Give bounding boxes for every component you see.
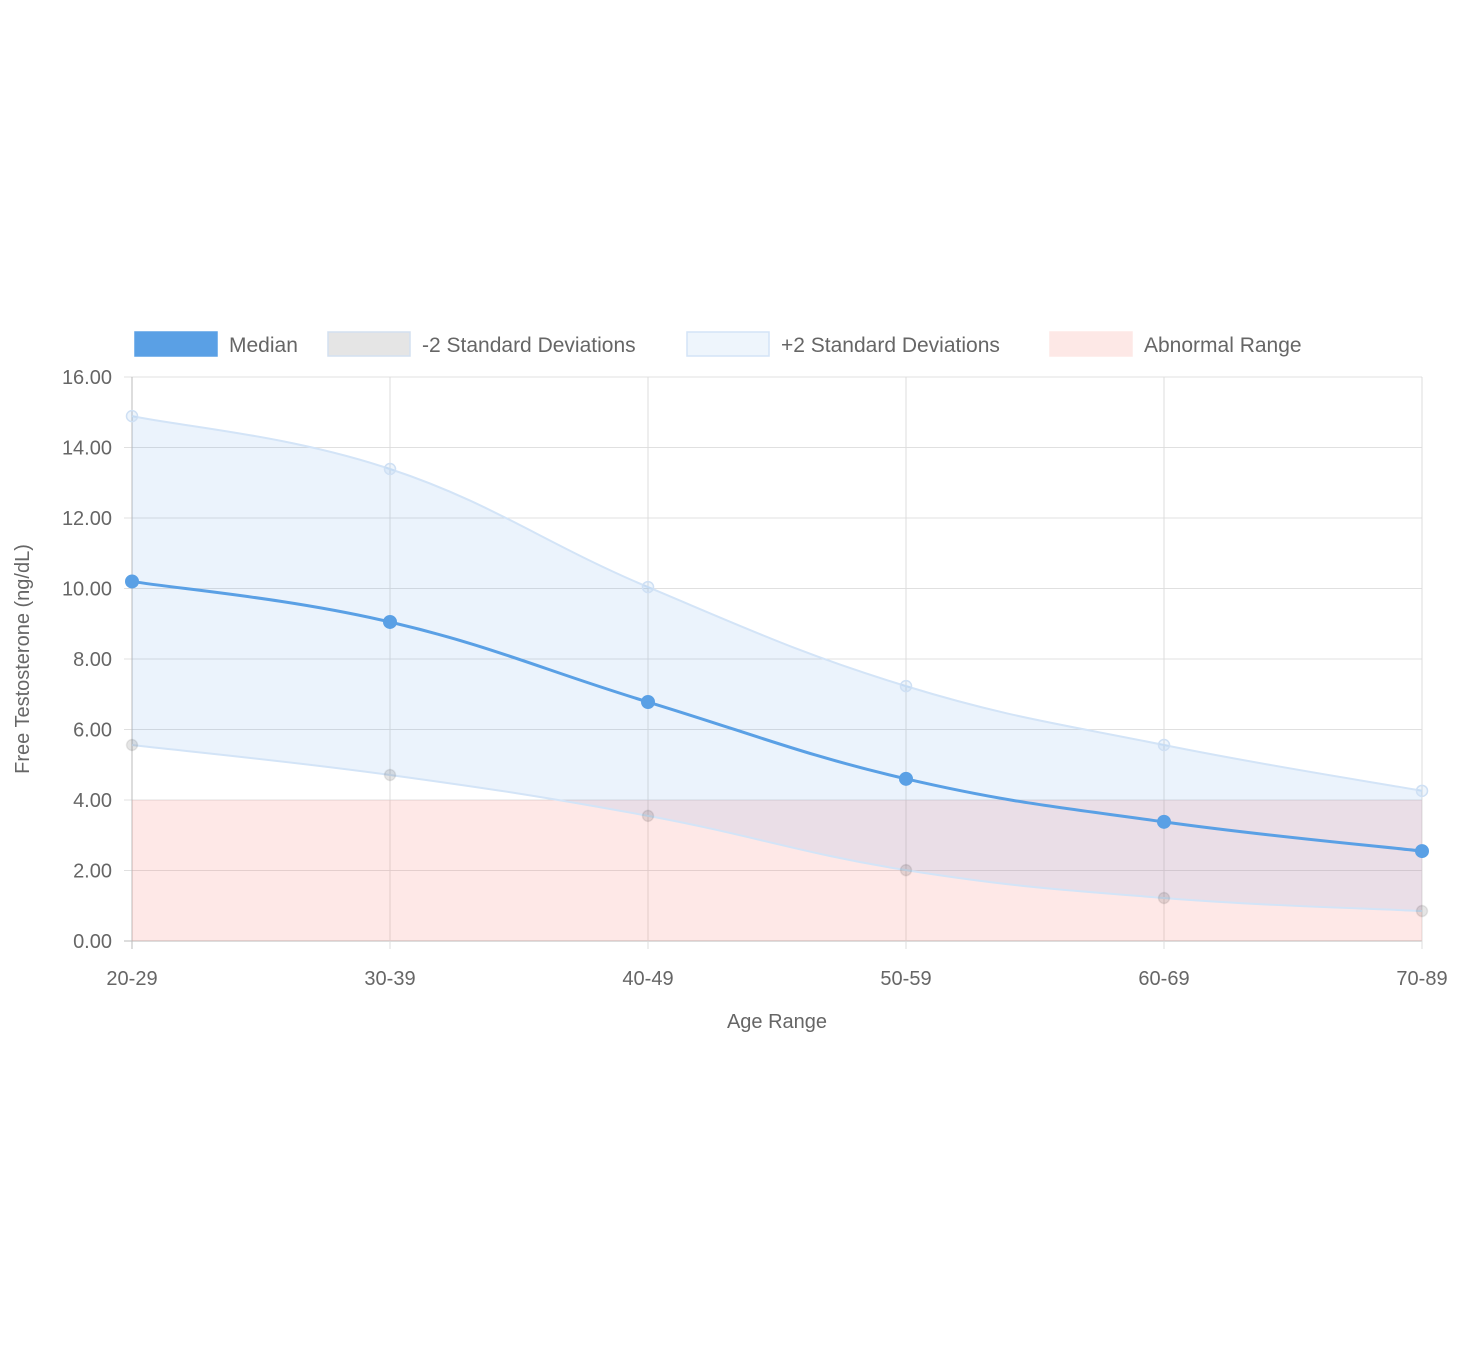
plus-2sd-point bbox=[899, 679, 913, 693]
y-axis-label: Free Testosterone (ng/dL) bbox=[12, 544, 34, 774]
median-point bbox=[1415, 844, 1429, 859]
x-tick-label: 50-59 bbox=[880, 968, 931, 990]
y-tick-label: 12.00 bbox=[62, 508, 112, 530]
plus-2sd-line bbox=[131, 415, 1423, 792]
y-tick-label: 8.00 bbox=[73, 649, 112, 671]
plus-2sd-point bbox=[1415, 784, 1429, 798]
fills bbox=[132, 416, 1422, 941]
minus-2sd-point bbox=[1415, 904, 1429, 918]
legend-label[interactable]: -2 Standard Deviations bbox=[422, 334, 636, 357]
median-line bbox=[131, 579, 1423, 853]
grid bbox=[124, 376, 1423, 949]
y-tick-label: 2.00 bbox=[73, 861, 112, 883]
plus-2sd-point bbox=[641, 580, 655, 594]
plus-2sd-point bbox=[383, 462, 397, 476]
plus-2sd-point bbox=[1157, 738, 1171, 752]
legend-swatch-3[interactable] bbox=[1049, 331, 1133, 357]
x-tick-label: 20-29 bbox=[106, 968, 157, 990]
legend-label[interactable]: +2 Standard Deviations bbox=[781, 334, 1000, 357]
x-tick-label: 40-49 bbox=[622, 968, 673, 990]
minus-2sd-point bbox=[125, 738, 139, 752]
legend-swatch-2[interactable] bbox=[686, 331, 770, 357]
x-tick-label: 60-69 bbox=[1138, 968, 1189, 990]
median-point bbox=[383, 614, 397, 629]
y-tick-label: 14.00 bbox=[62, 438, 112, 460]
legend-label[interactable]: Median bbox=[229, 334, 298, 357]
x-tick-label: 70-89 bbox=[1396, 968, 1447, 990]
x-axis-label: Age Range bbox=[727, 1011, 827, 1033]
median-point bbox=[899, 771, 913, 786]
x-tick-label: 30-39 bbox=[364, 968, 415, 990]
y-tick-label: 4.00 bbox=[73, 790, 112, 812]
median-point bbox=[125, 574, 139, 589]
plus-2sd-point bbox=[125, 409, 139, 423]
y-tick-label: 6.00 bbox=[73, 720, 112, 742]
minus-2sd-point bbox=[899, 863, 913, 877]
abnormal-range-area bbox=[132, 800, 1422, 941]
minus-2sd-point bbox=[641, 809, 655, 823]
y-tick-label: 0.00 bbox=[73, 931, 112, 953]
minus-2sd-point bbox=[383, 768, 397, 782]
legend-swatch-1[interactable] bbox=[327, 331, 411, 357]
sd-band-area bbox=[132, 416, 1422, 912]
points bbox=[125, 409, 1429, 918]
minus-2sd-point bbox=[1157, 891, 1171, 905]
ticks: 0.00 2.00 4.00 6.00 8.00 10.00 12.00 14.00 16.00… bbox=[62, 367, 1448, 990]
y-tick-label: 10.00 bbox=[62, 579, 112, 601]
minus-2sd-line bbox=[131, 744, 1423, 913]
legend-swatch-0[interactable] bbox=[134, 331, 218, 357]
median-point bbox=[641, 695, 655, 710]
y-tick-label: 16.00 bbox=[62, 367, 112, 389]
median-point bbox=[1157, 814, 1171, 829]
lines bbox=[131, 415, 1423, 913]
legend-label[interactable]: Abnormal Range bbox=[1144, 334, 1302, 357]
legend: Median -2 Standard Deviations +2 Standard … bbox=[134, 331, 1302, 357]
